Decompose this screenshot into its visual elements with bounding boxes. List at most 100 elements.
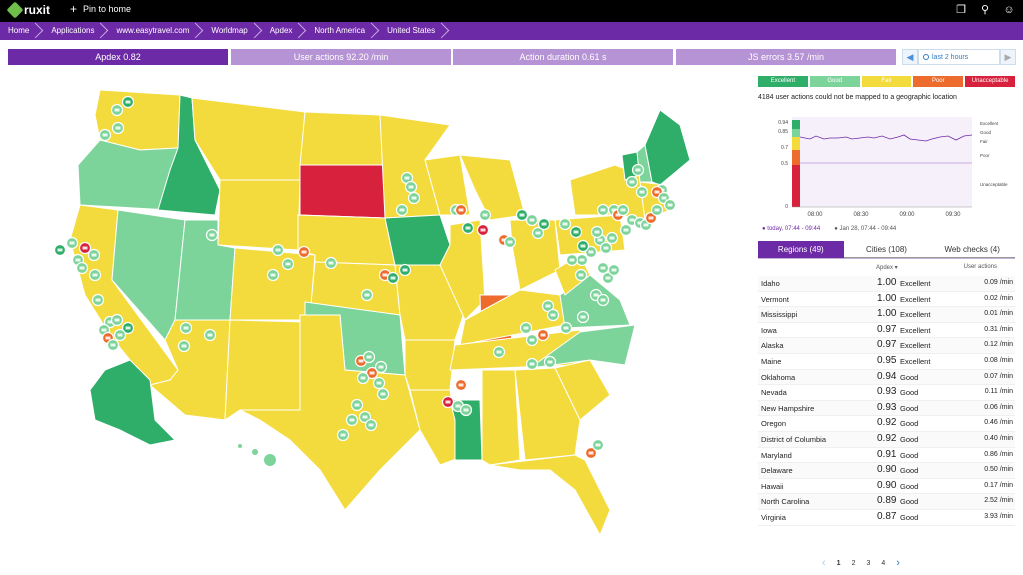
city-pin[interactable] [365, 366, 379, 380]
pin-to-home-button[interactable]: + Pin to home [70, 3, 131, 15]
city-pin[interactable] [596, 293, 610, 307]
city-pin[interactable] [386, 271, 400, 285]
city-pin[interactable] [590, 225, 604, 239]
city-pin[interactable] [596, 261, 610, 275]
city-pin[interactable] [271, 243, 285, 257]
city-pin[interactable] [631, 163, 645, 177]
kpi-tab[interactable]: User actions 92.20 /min [231, 49, 451, 65]
table-row[interactable]: Oregon 0.92 Good 0.46 /min [758, 416, 1015, 432]
city-pin[interactable] [53, 243, 67, 257]
city-pin[interactable] [607, 263, 621, 277]
city-pin[interactable] [98, 128, 112, 142]
city-pin[interactable] [358, 410, 372, 424]
apdex-column-header[interactable]: Apdex ▾ [876, 265, 898, 271]
city-pin[interactable] [625, 175, 639, 189]
kpi-tab[interactable]: Apdex 0.82 [8, 49, 228, 65]
city-pin[interactable] [297, 245, 311, 259]
city-pin[interactable] [525, 333, 539, 347]
city-pin[interactable] [525, 357, 539, 371]
city-pin[interactable] [454, 378, 468, 392]
city-pin[interactable] [179, 321, 193, 335]
windows-icon[interactable]: ❐ [956, 4, 966, 16]
table-row[interactable]: Virginia 0.87 Good 3.93 /min [758, 510, 1015, 526]
city-pin[interactable] [543, 355, 557, 369]
city-pin[interactable] [584, 245, 598, 259]
city-pin[interactable] [110, 103, 124, 117]
map-region-south-carolina[interactable] [554, 359, 611, 421]
page-link[interactable]: 1 [836, 559, 841, 567]
city-pin[interactable] [91, 293, 105, 307]
time-prev-button[interactable]: ◀ [902, 49, 918, 65]
search-icon[interactable]: ⚲ [980, 4, 990, 16]
map-region-colorado[interactable] [229, 247, 316, 321]
city-pin[interactable] [350, 398, 364, 412]
city-pin[interactable] [376, 387, 390, 401]
city-pin[interactable] [78, 241, 92, 255]
time-next-button[interactable]: ▶ [1000, 49, 1016, 65]
map-region-wisconsin[interactable] [424, 154, 471, 216]
map-region-alabama[interactable] [481, 369, 521, 466]
next-page-icon[interactable]: › [896, 557, 900, 569]
map-region-texas[interactable] [239, 314, 421, 511]
city-pin[interactable] [374, 360, 388, 374]
city-pin[interactable] [364, 418, 378, 432]
city-pin[interactable] [591, 438, 605, 452]
city-pin[interactable] [515, 208, 529, 222]
city-pin[interactable] [559, 321, 573, 335]
city-pin[interactable] [88, 268, 102, 282]
city-pin[interactable] [537, 217, 551, 231]
city-pin[interactable] [407, 191, 421, 205]
us-apdex-map[interactable] [0, 70, 740, 540]
city-pin[interactable] [87, 248, 101, 262]
breadcrumb-item[interactable]: North America [306, 22, 379, 40]
city-pin[interactable] [599, 241, 613, 255]
table-row[interactable]: Idaho 1.00 Excellent 0.09 /min [758, 276, 1015, 292]
table-row[interactable]: New Hampshire 0.93 Good 0.06 /min [758, 400, 1015, 417]
map-region-maine[interactable] [644, 109, 691, 186]
city-pin[interactable] [362, 350, 376, 364]
table-row[interactable]: Vermont 1.00 Excellent 0.02 /min [758, 292, 1015, 308]
city-pin[interactable] [461, 221, 475, 235]
city-pin[interactable] [605, 231, 619, 245]
city-pin[interactable] [492, 345, 506, 359]
city-pin[interactable] [619, 223, 633, 237]
breadcrumb-item[interactable]: Home [0, 22, 43, 40]
city-pin[interactable] [75, 261, 89, 275]
page-link[interactable]: 4 [881, 559, 886, 567]
map-region-iowa[interactable] [384, 214, 451, 266]
city-pin[interactable] [459, 403, 473, 417]
city-pin[interactable] [531, 226, 545, 240]
map-region-wyoming[interactable] [217, 179, 301, 251]
table-row[interactable]: Mississippi 1.00 Excellent 0.01 /min [758, 307, 1015, 323]
city-pin[interactable] [663, 198, 677, 212]
city-pin[interactable] [203, 328, 217, 342]
city-pin[interactable] [65, 236, 79, 250]
city-pin[interactable] [596, 203, 610, 217]
city-pin[interactable] [324, 256, 338, 270]
city-pin[interactable] [503, 235, 517, 249]
city-pin[interactable] [541, 299, 555, 313]
breadcrumb-item[interactable]: www.easytravel.com [108, 22, 203, 40]
map-region-michigan[interactable] [459, 154, 526, 221]
map-region-florida[interactable] [489, 454, 611, 537]
table-row[interactable]: Alaska 0.97 Excellent 0.12 /min [758, 338, 1015, 354]
breadcrumb-item[interactable]: United States [379, 22, 449, 40]
map-region-washington[interactable] [94, 89, 181, 151]
city-pin[interactable] [110, 313, 124, 327]
page-link[interactable]: 3 [866, 559, 871, 567]
city-pin[interactable] [536, 328, 550, 342]
city-pin[interactable] [574, 268, 588, 282]
user-actions-column-header[interactable]: User actions [963, 264, 997, 270]
map-region-south-dakota[interactable] [299, 164, 386, 219]
table-row[interactable]: District of Columbia 0.92 Good 0.40 /min [758, 431, 1015, 448]
map-region-hawaii[interactable] [264, 454, 276, 466]
city-pin[interactable] [635, 185, 649, 199]
kpi-tab[interactable]: Action duration 0.61 s [453, 49, 673, 65]
city-pin[interactable] [616, 203, 630, 217]
map-region-north-dakota[interactable] [299, 111, 386, 166]
table-row[interactable]: Nevada 0.93 Good 0.11 /min [758, 385, 1015, 401]
table-row[interactable]: Oklahoma 0.94 Good 0.07 /min [758, 369, 1015, 386]
user-icon[interactable]: ☺ [1003, 4, 1015, 16]
table-row[interactable]: Hawaii 0.90 Good 0.17 /min [758, 479, 1015, 495]
city-pin[interactable] [576, 310, 590, 324]
